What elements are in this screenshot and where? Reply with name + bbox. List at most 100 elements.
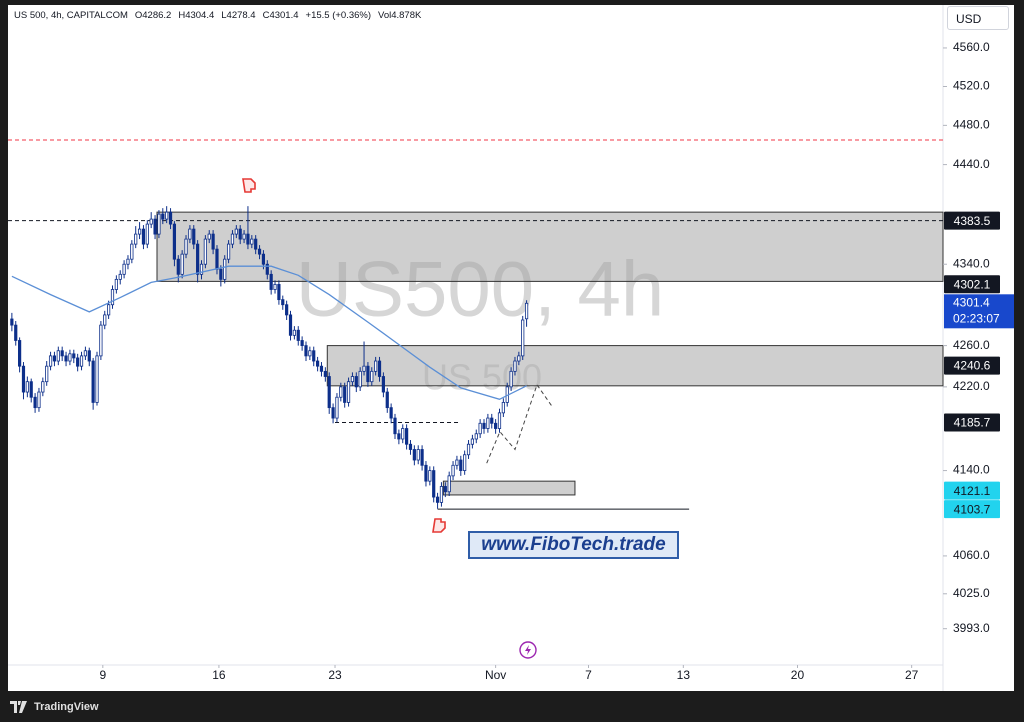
candle-body <box>412 449 416 461</box>
candle-body <box>149 218 153 225</box>
candle-body <box>323 370 327 377</box>
candle-body <box>29 381 33 398</box>
candle-body <box>21 365 26 393</box>
candle-body <box>416 449 420 461</box>
candle-body <box>401 428 405 440</box>
y-tick-label: 4480.0 <box>953 118 990 132</box>
candle-body <box>172 223 177 260</box>
y-tick-label: 4060.0 <box>953 548 990 562</box>
candle-body <box>99 324 103 357</box>
hand-icon <box>242 178 256 193</box>
countdown: 02:23:07 <box>953 311 1000 325</box>
candle-body <box>265 263 269 275</box>
x-tick-label: Nov <box>485 668 506 682</box>
candle-body <box>242 233 246 240</box>
candle-body <box>424 464 428 482</box>
legend-item: C4301.4 <box>262 10 299 21</box>
candle-body <box>203 238 207 265</box>
x-tick-label: 27 <box>905 668 919 682</box>
candle-body <box>196 243 200 275</box>
candle-body <box>455 459 459 466</box>
candle-body <box>389 407 393 419</box>
candle-body <box>339 386 343 398</box>
x-tick-label: 16 <box>212 668 226 682</box>
last-price: 4301.4 <box>953 295 990 309</box>
candle-body <box>153 218 157 235</box>
candle-body <box>157 213 161 235</box>
price-label: 4121.1 <box>954 484 991 498</box>
price-label-box <box>944 413 1000 432</box>
candle-body <box>192 228 196 245</box>
candle-body <box>95 355 99 403</box>
brand-logo <box>10 701 27 713</box>
candle-body <box>14 324 18 341</box>
candle-body <box>25 381 29 393</box>
candle-body <box>52 355 57 362</box>
candle-body <box>145 223 149 245</box>
candle-body <box>161 213 165 220</box>
y-tick-label: 4440.0 <box>953 157 990 171</box>
candle-body <box>300 340 304 347</box>
candle-body <box>447 475 451 493</box>
candle-body <box>91 360 95 403</box>
candle-body <box>343 386 347 403</box>
candle-body <box>130 243 134 260</box>
candle-body <box>509 370 513 388</box>
candle-body <box>354 376 358 388</box>
price-label-box <box>944 481 1000 500</box>
candle-body <box>176 258 180 275</box>
candle-body <box>246 233 250 245</box>
y-tick-label: 3993.0 <box>953 621 990 635</box>
candle-body <box>451 464 455 477</box>
legend-item: H4304.4 <box>178 10 215 21</box>
legend-item: +15.5 (+0.36%) <box>305 10 372 21</box>
candle-body <box>141 228 146 245</box>
candle-body <box>184 238 188 255</box>
price-label: 4103.7 <box>954 502 991 516</box>
y-tick-label: 4520.0 <box>953 79 990 93</box>
candle-body <box>188 228 192 240</box>
candle-body <box>335 396 339 419</box>
candle-body <box>463 454 467 471</box>
candle-body <box>524 302 529 320</box>
candle-body <box>346 381 351 403</box>
candle-body <box>110 289 115 306</box>
candle-body <box>60 350 64 357</box>
x-tick-label: 20 <box>791 668 805 682</box>
x-tick-label: 9 <box>99 668 106 682</box>
candle-body <box>482 422 486 429</box>
price-label: 4302.1 <box>954 277 991 291</box>
candle-body <box>226 243 231 260</box>
x-tick-label: 13 <box>677 668 691 682</box>
candle-body <box>405 428 409 445</box>
legend-item: US 500, 4h, CAPITALCOM <box>14 10 128 21</box>
candle-body <box>397 433 401 440</box>
x-tick-label: 7 <box>585 668 592 682</box>
x-tick-label: 23 <box>328 668 342 682</box>
candle-body <box>377 360 382 377</box>
candle-body <box>374 360 378 372</box>
website-label: www.FiboTech.trade <box>468 531 679 559</box>
price-label-box <box>944 500 1000 519</box>
candle-body <box>304 345 308 357</box>
candle-body <box>215 248 219 270</box>
candle-body <box>486 417 490 429</box>
brand-name: TradingView <box>34 701 99 713</box>
candle-body <box>292 329 296 336</box>
candle-body <box>122 263 126 275</box>
currency-button[interactable]: USD <box>947 6 1009 30</box>
y-tick-label: 4260.0 <box>953 338 990 352</box>
candle-body <box>114 278 118 290</box>
candle-body <box>219 268 223 280</box>
candle-body <box>37 391 41 409</box>
candle-body <box>435 496 440 503</box>
candle-body <box>420 449 424 466</box>
candle-body <box>79 355 84 367</box>
candles <box>10 206 529 509</box>
candle-body <box>327 376 331 409</box>
candle-body <box>64 355 68 362</box>
candle-body <box>393 417 397 435</box>
projection-path <box>486 383 554 464</box>
candle-body <box>517 355 521 362</box>
candle-body <box>288 314 293 336</box>
